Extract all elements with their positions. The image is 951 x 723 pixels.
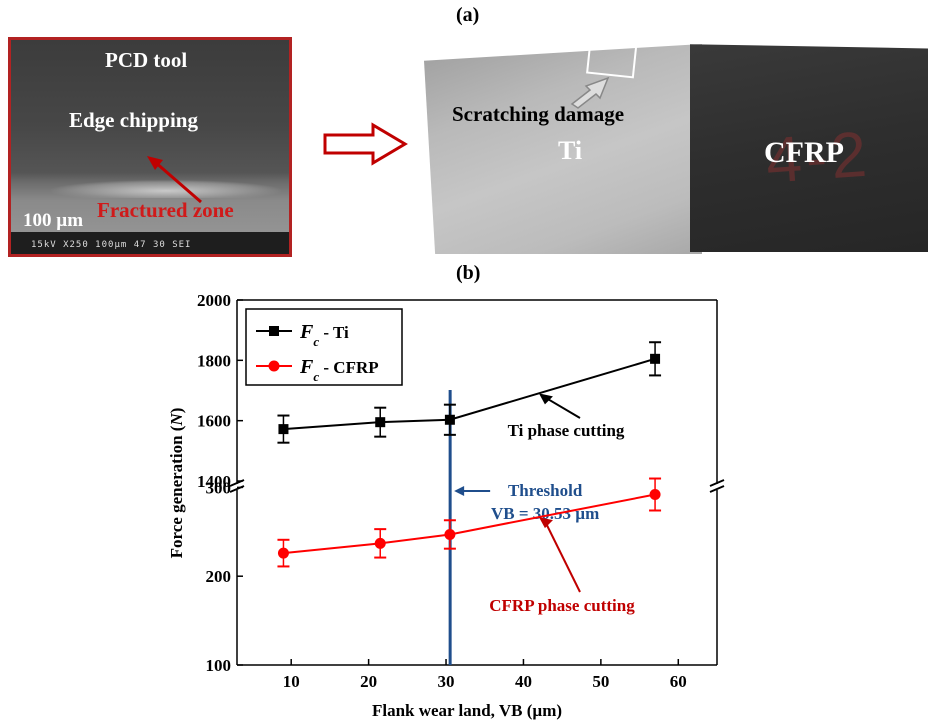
- data-point: [444, 414, 455, 425]
- panel-a-label: (a): [456, 4, 480, 26]
- x-tick-label: 20: [360, 672, 377, 691]
- data-point: [649, 489, 661, 501]
- legend-marker: [268, 360, 280, 372]
- fractured-edge-region: [51, 180, 281, 198]
- x-axis-label: Flank wear land, VB (µm): [372, 701, 562, 720]
- y-tick-label: 1400: [197, 472, 231, 491]
- y-axis-label: Force generation (N): [167, 408, 186, 559]
- specimen-photo: 4-2 Scratching damage Ti CFRP: [418, 40, 928, 254]
- y-tick-label: 200: [206, 567, 232, 586]
- series-line: [283, 493, 656, 555]
- data-point: [375, 417, 386, 428]
- ti-label: Ti: [558, 136, 583, 165]
- x-tick-label: 30: [438, 672, 455, 691]
- data-point: [374, 537, 386, 549]
- sem-image-panel: PCD tool Edge chipping Fractured zone 10…: [8, 37, 292, 257]
- y-tick-label: 300: [206, 478, 232, 497]
- panel-b-label: (b): [456, 262, 481, 284]
- data-point: [277, 547, 289, 559]
- cfrp-annotation-arrow: [544, 520, 581, 593]
- x-tick-label: 10: [283, 672, 300, 691]
- scale-label: 100 µm: [23, 210, 84, 231]
- threshold-value-label: VB = 30.53 µm: [491, 504, 599, 523]
- edge-chipping-label: Edge chipping: [69, 108, 198, 132]
- sem-info-bar: [11, 232, 289, 254]
- x-tick-label: 50: [592, 672, 609, 691]
- axis-break-mark: [709, 479, 725, 487]
- legend-label: Fc - CFRP: [299, 356, 379, 384]
- threshold-arrowhead: [454, 486, 465, 496]
- y-tick-label: 1600: [197, 412, 231, 431]
- data-point: [444, 528, 456, 540]
- sem-metadata: 15kV X250 100µm 47 30 SEI: [31, 240, 192, 250]
- ti-layer: [424, 44, 702, 254]
- y-tick-label: 2000: [197, 291, 231, 310]
- scratching-damage-label: Scratching damage: [452, 102, 625, 126]
- threshold-label: Threshold: [508, 481, 583, 500]
- legend-label: Fc - Ti: [299, 321, 349, 349]
- x-tick-label: 40: [515, 672, 532, 691]
- cfrp-label: CFRP: [764, 136, 844, 169]
- ti-annotation-arrowhead: [538, 393, 553, 405]
- pcd-tool-label: PCD tool: [105, 48, 188, 72]
- cfrp-layer: [690, 44, 928, 252]
- y-tick-label: 100: [206, 656, 232, 675]
- cfrp-annotation-label: CFRP phase cutting: [489, 596, 635, 615]
- sem-arrow-icon: [147, 156, 202, 204]
- ti-annotation-arrow: [544, 396, 581, 419]
- x-tick-label: 60: [670, 672, 687, 691]
- data-point: [650, 353, 661, 364]
- data-point: [278, 424, 289, 435]
- transition-arrow-icon: [323, 122, 408, 166]
- cfrp-annotation-arrowhead: [538, 517, 553, 529]
- legend-box: [245, 308, 403, 386]
- axis-break-mark: [709, 485, 725, 493]
- series-line: [283, 357, 656, 431]
- scratch-arrow-icon: [570, 76, 610, 109]
- legend-marker: [269, 326, 279, 336]
- fractured-zone-label: Fractured zone: [97, 198, 234, 222]
- y-tick-label: 1800: [197, 351, 231, 370]
- ti-annotation-label: Ti phase cutting: [508, 421, 625, 440]
